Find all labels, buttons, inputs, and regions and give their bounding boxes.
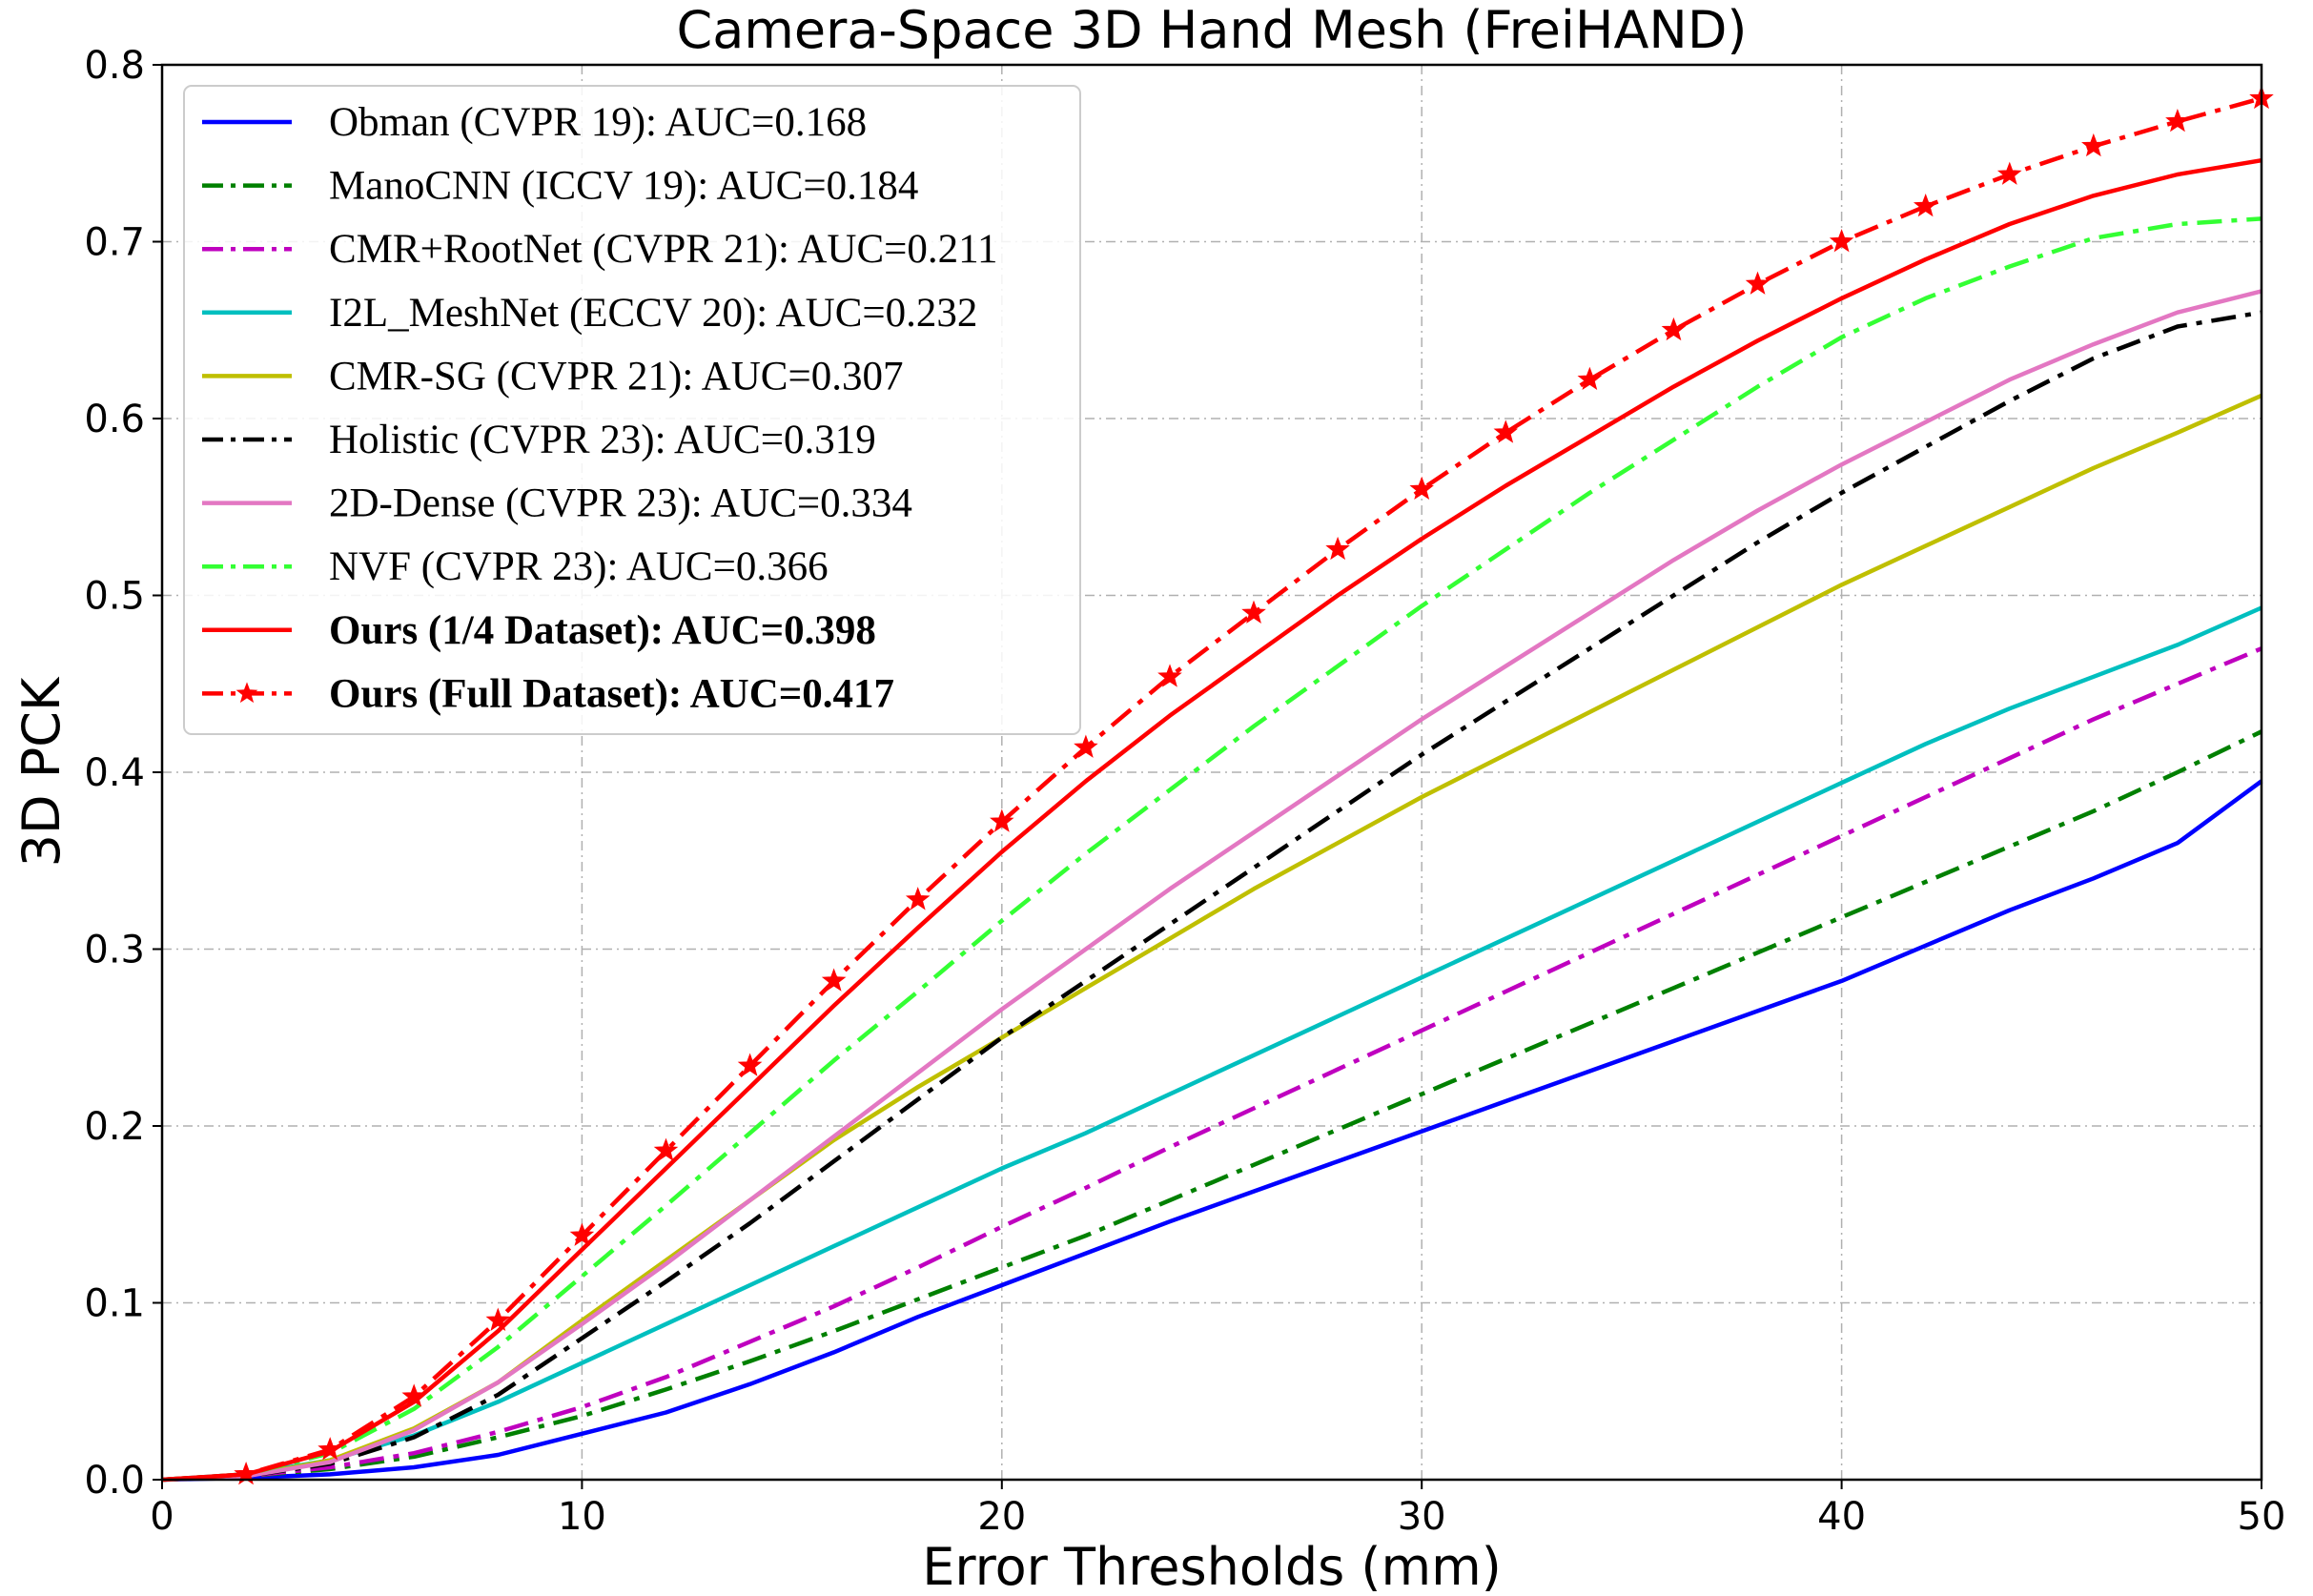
y-tick-label: 0.0	[84, 1459, 145, 1503]
y-tick-label: 0.7	[84, 221, 145, 265]
series-layer	[161, 85, 2274, 1485]
series-point	[990, 808, 1014, 832]
series-5	[161, 310, 2262, 1483]
series-point	[2081, 133, 2106, 157]
legend-label: Ours (1/4 Dataset): AUC=0.398	[329, 608, 876, 653]
series-0	[161, 779, 2263, 1483]
series-point	[1409, 476, 1434, 501]
series-point	[1913, 193, 1938, 217]
series-point	[1241, 600, 1266, 624]
series-point	[1577, 366, 1603, 391]
series-8	[161, 157, 2262, 1483]
series-point	[1074, 734, 1098, 758]
legend-label: I2L_MeshNet (ECCV 20): AUC=0.232	[329, 291, 977, 336]
y-axis-title: 3D PCK	[11, 676, 72, 867]
series-point	[653, 1137, 679, 1161]
legend-item: ManoCNN (ICCV 19): AUC=0.184	[202, 164, 918, 209]
series-line	[161, 216, 2262, 1483]
series-point	[1325, 536, 1350, 561]
series-point	[821, 968, 847, 992]
series-2	[161, 646, 2262, 1483]
x-tick-label: 10	[558, 1495, 606, 1539]
series-line	[161, 605, 2262, 1483]
legend-label: Holistic (CVPR 23): AUC=0.319	[329, 418, 876, 462]
legend: Obman (CVPR 19): AUC=0.168 ManoCNN (ICCV …	[183, 85, 1081, 735]
y-tick-label: 0.2	[84, 1105, 145, 1149]
legend-label: 2D-Dense (CVPR 23): AUC=0.334	[329, 481, 912, 526]
series-3	[161, 605, 2262, 1483]
x-tick-label: 30	[1398, 1495, 1446, 1539]
legend-item: Holistic (CVPR 23): AUC=0.319	[202, 418, 876, 462]
series-line	[161, 779, 2263, 1483]
y-tick-label: 0.3	[84, 929, 145, 972]
chart-title: Camera-Space 3D Hand Mesh (FreiHAND)	[677, 0, 1748, 60]
y-tick-label: 0.5	[84, 575, 145, 619]
series-point	[1157, 664, 1182, 687]
series-1	[161, 729, 2262, 1483]
series-9	[161, 85, 2274, 1485]
legend-item: NVF (CVPR 23): AUC=0.366	[202, 544, 829, 589]
legend-star-marker	[235, 682, 258, 704]
series-point	[569, 1222, 595, 1246]
legend-label: CMR-SG (CVPR 21): AUC=0.307	[329, 354, 903, 399]
x-tick-label: 40	[1817, 1495, 1866, 1539]
series-line	[161, 310, 2262, 1483]
x-tick-label: 0	[150, 1495, 174, 1539]
legend-label: Obman (CVPR 19): AUC=0.168	[329, 100, 867, 145]
legend-item: Ours (1/4 Dataset): AUC=0.398	[202, 608, 876, 653]
series-point	[1996, 161, 2022, 185]
series-line	[161, 729, 2262, 1483]
legend-item: CMR+RootNet (CVPR 21): AUC=0.211	[202, 227, 998, 272]
y-tick-label: 0.1	[84, 1282, 145, 1326]
legend-label: NVF (CVPR 23): AUC=0.366	[329, 544, 829, 589]
legend-label: ManoCNN (ICCV 19): AUC=0.184	[329, 164, 918, 209]
series-line	[161, 646, 2262, 1483]
x-tick-label: 20	[977, 1495, 1026, 1539]
series-point	[485, 1307, 511, 1331]
legend-item: Ours (Full Dataset): AUC=0.417	[202, 671, 894, 716]
legend-label: CMR+RootNet (CVPR 21): AUC=0.211	[329, 227, 998, 272]
series-point	[1745, 271, 1771, 295]
y-tick-label: 0.4	[84, 751, 145, 795]
series-line	[161, 289, 2262, 1483]
series-point	[1493, 419, 1519, 443]
series-line	[161, 157, 2262, 1483]
legend-label: Ours (Full Dataset): AUC=0.417	[329, 671, 894, 716]
series-point	[401, 1383, 427, 1407]
y-tick-label: 0.8	[84, 44, 145, 88]
x-axis-title: Error Thresholds (mm)	[922, 1537, 1502, 1596]
legend-box	[183, 85, 1081, 735]
series-point	[1829, 229, 1854, 253]
series-point	[2165, 108, 2190, 133]
series-point	[1661, 317, 1687, 341]
series-point	[905, 887, 931, 911]
tick-layer: 0 10 20 30 40 50 0.0 0.1 0.2 0.3 0.4 0.5 0.6 0.7 0.8	[84, 44, 2285, 1539]
legend-item: CMR-SG (CVPR 21): AUC=0.307	[202, 354, 903, 399]
x-tick-label: 50	[2238, 1495, 2286, 1539]
series-6	[161, 289, 2262, 1483]
series-line	[161, 96, 2262, 1483]
legend-item: 2D-Dense (CVPR 23): AUC=0.334	[202, 481, 912, 526]
y-tick-label: 0.6	[84, 398, 145, 441]
series-point	[737, 1053, 763, 1076]
legend-item: Obman (CVPR 19): AUC=0.168	[202, 100, 867, 145]
series-7	[161, 216, 2262, 1483]
legend-item: I2L_MeshNet (ECCV 20): AUC=0.232	[202, 291, 977, 336]
series-point	[317, 1437, 342, 1461]
